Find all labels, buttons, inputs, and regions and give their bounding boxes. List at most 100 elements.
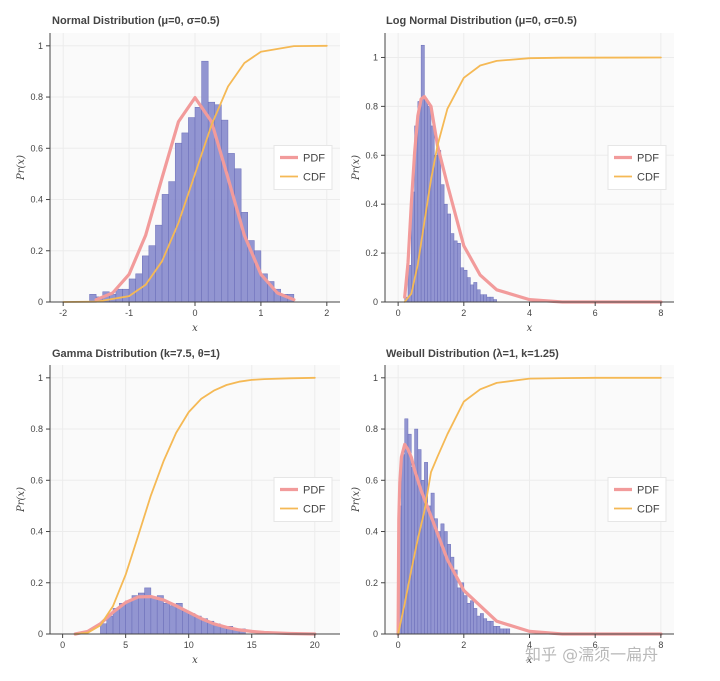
y-tick-label: 1 bbox=[38, 373, 43, 383]
histogram-bar bbox=[489, 296, 494, 303]
x-tick-label: 6 bbox=[593, 640, 598, 650]
legend-box bbox=[607, 145, 667, 190]
x-tick-label: 2 bbox=[324, 308, 329, 318]
histogram-bar bbox=[486, 296, 491, 303]
histogram-bar bbox=[479, 294, 484, 303]
histogram-bar bbox=[182, 610, 189, 635]
histogram-bar bbox=[221, 119, 229, 303]
histogram-bar bbox=[483, 618, 488, 635]
histogram-bar bbox=[420, 480, 425, 635]
y-tick-label: 0 bbox=[38, 297, 43, 307]
y-axis-label: Pr(x) bbox=[16, 487, 27, 513]
histogram-bar bbox=[506, 628, 511, 635]
histogram-bar bbox=[148, 245, 156, 303]
histogram-bar bbox=[414, 428, 419, 635]
y-tick-label: 0.2 bbox=[30, 578, 43, 588]
y-tick-label: 0.6 bbox=[365, 475, 378, 485]
cdf-line bbox=[397, 376, 662, 635]
histogram-bar bbox=[440, 184, 445, 303]
y-axis-label: Pr(x) bbox=[351, 487, 362, 513]
histogram-bar bbox=[496, 626, 501, 635]
y-tick-label: 0.4 bbox=[365, 199, 378, 209]
legend-box bbox=[273, 477, 333, 522]
x-tick-label: 2 bbox=[461, 308, 466, 318]
histogram-bar bbox=[502, 628, 507, 635]
chart-panel-2: 0 5 10 15 20 0 0.2 0.4 0.6 0.8 1 Gamma Distribution… bbox=[16, 348, 340, 666]
y-tick-label: 0.2 bbox=[365, 578, 378, 588]
x-tick-label: 1 bbox=[258, 308, 263, 318]
cdf-line bbox=[74, 376, 316, 635]
y-tick-label: 0.2 bbox=[365, 248, 378, 258]
y-tick-label: 0 bbox=[373, 629, 378, 639]
y-tick-label: 0.8 bbox=[365, 101, 378, 111]
x-tick-label: 0 bbox=[396, 640, 401, 650]
histogram-bar bbox=[463, 595, 468, 635]
histogram-bar bbox=[437, 531, 442, 635]
histogram-bar bbox=[437, 150, 442, 303]
x-tick-label: 0 bbox=[192, 308, 197, 318]
histogram-bar bbox=[430, 125, 435, 303]
histogram-bar bbox=[434, 155, 438, 303]
x-tick-label: -2 bbox=[59, 308, 67, 318]
x-tick-label: 2 bbox=[461, 640, 466, 650]
legend-label: CDF bbox=[303, 504, 326, 516]
chart-title: Normal Distribution (μ=0, σ=0.5) bbox=[52, 15, 220, 27]
histogram-bar bbox=[201, 60, 209, 303]
cdf-line bbox=[62, 44, 328, 303]
histogram-bar bbox=[463, 269, 468, 303]
y-tick-label: 1 bbox=[38, 41, 43, 51]
histogram-bar bbox=[450, 233, 455, 303]
histogram-bar bbox=[499, 628, 504, 635]
legend-label: PDF bbox=[303, 485, 325, 497]
x-tick-label: 15 bbox=[247, 640, 257, 650]
x-tick-label: 4 bbox=[527, 640, 532, 650]
y-axis-label: Pr(x) bbox=[16, 155, 27, 181]
y-tick-label: 0.4 bbox=[365, 527, 378, 537]
histogram-bar bbox=[194, 107, 202, 303]
histogram-bar bbox=[427, 106, 432, 303]
x-tick-label: 10 bbox=[184, 640, 194, 650]
watermark: 知乎 @濡须一扁舟 bbox=[525, 641, 715, 665]
y-tick-label: 0.6 bbox=[30, 143, 43, 153]
histogram-bar bbox=[443, 531, 448, 635]
histogram-bar bbox=[128, 278, 136, 303]
x-tick-label: 0 bbox=[396, 308, 401, 318]
legend-label: CDF bbox=[637, 504, 660, 516]
histogram-bar bbox=[142, 255, 150, 303]
histogram-bar bbox=[483, 294, 488, 303]
x-axis-label: x bbox=[192, 655, 198, 666]
x-tick-label: 8 bbox=[658, 308, 663, 318]
histogram-bar bbox=[144, 587, 152, 635]
histogram-bar bbox=[115, 288, 123, 303]
histogram-bar bbox=[466, 603, 471, 635]
legend-box bbox=[273, 145, 333, 190]
y-tick-label: 0.8 bbox=[30, 92, 43, 102]
histogram-bar bbox=[476, 615, 481, 635]
histogram-bar bbox=[443, 203, 448, 303]
pdf-line bbox=[73, 594, 317, 636]
histogram-bar bbox=[466, 277, 471, 303]
histogram-bar bbox=[447, 213, 451, 303]
y-tick-label: 0.8 bbox=[30, 424, 43, 434]
y-tick-label: 1 bbox=[373, 52, 378, 62]
chart-title: Weibull Distribution (λ=1, k=1.25) bbox=[386, 348, 559, 360]
histogram-bar bbox=[125, 600, 133, 635]
histogram-bar bbox=[473, 282, 478, 303]
x-axis-label: x bbox=[192, 323, 198, 334]
histogram-bar bbox=[424, 462, 428, 635]
histogram-bar bbox=[150, 597, 158, 635]
y-tick-label: 1 bbox=[373, 373, 378, 383]
histogram-bar bbox=[169, 605, 177, 635]
y-tick-label: 0.4 bbox=[30, 195, 43, 205]
pdf-line bbox=[94, 95, 296, 302]
histogram-bar bbox=[453, 240, 458, 303]
x-axis-label: x bbox=[527, 655, 533, 666]
y-axis-label: Pr(x) bbox=[351, 155, 362, 181]
x-tick-label: -1 bbox=[125, 308, 133, 318]
histogram-bar bbox=[407, 433, 412, 635]
histogram-bar bbox=[234, 168, 242, 303]
histogram-bar bbox=[479, 613, 484, 635]
histogram-bar bbox=[457, 243, 461, 303]
chart-panel-3: 0 2 4 6 8 0 0.2 0.4 0.6 0.8 1 Weibull Distribution … bbox=[351, 348, 674, 666]
